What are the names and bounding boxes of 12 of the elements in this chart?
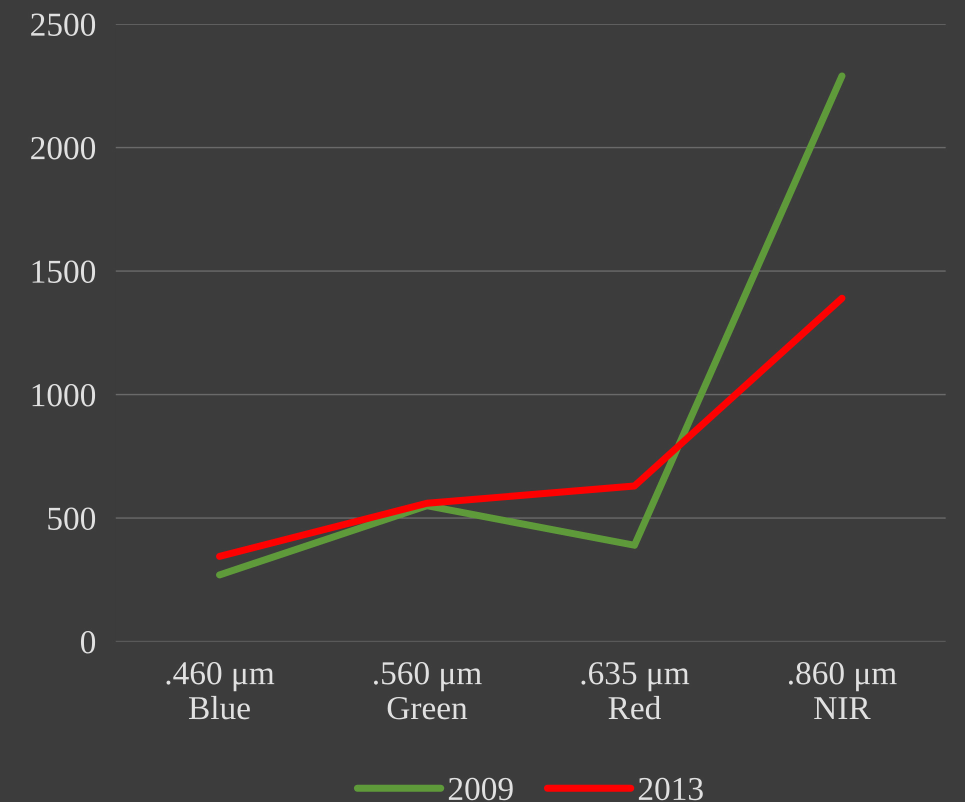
legend-label: 2013 <box>638 778 703 800</box>
x-tick-label: .635 μm Red <box>581 662 690 720</box>
y-tick-label: 2500 <box>31 13 96 36</box>
y-tick-label: 1000 <box>32 384 96 406</box>
y-tick-label: 2000 <box>31 136 96 160</box>
y-tick-label: 500 <box>48 507 96 530</box>
y-tick-label: 1500 <box>32 260 96 283</box>
x-tick-label: .560 μm Green <box>374 662 482 720</box>
x-tick-label: .860 μm NIR <box>788 662 897 720</box>
legend-label: 2009 <box>448 778 513 800</box>
y-tick-label: 0 <box>80 631 96 654</box>
x-tick-label: .460 μm Blue <box>166 662 274 720</box>
